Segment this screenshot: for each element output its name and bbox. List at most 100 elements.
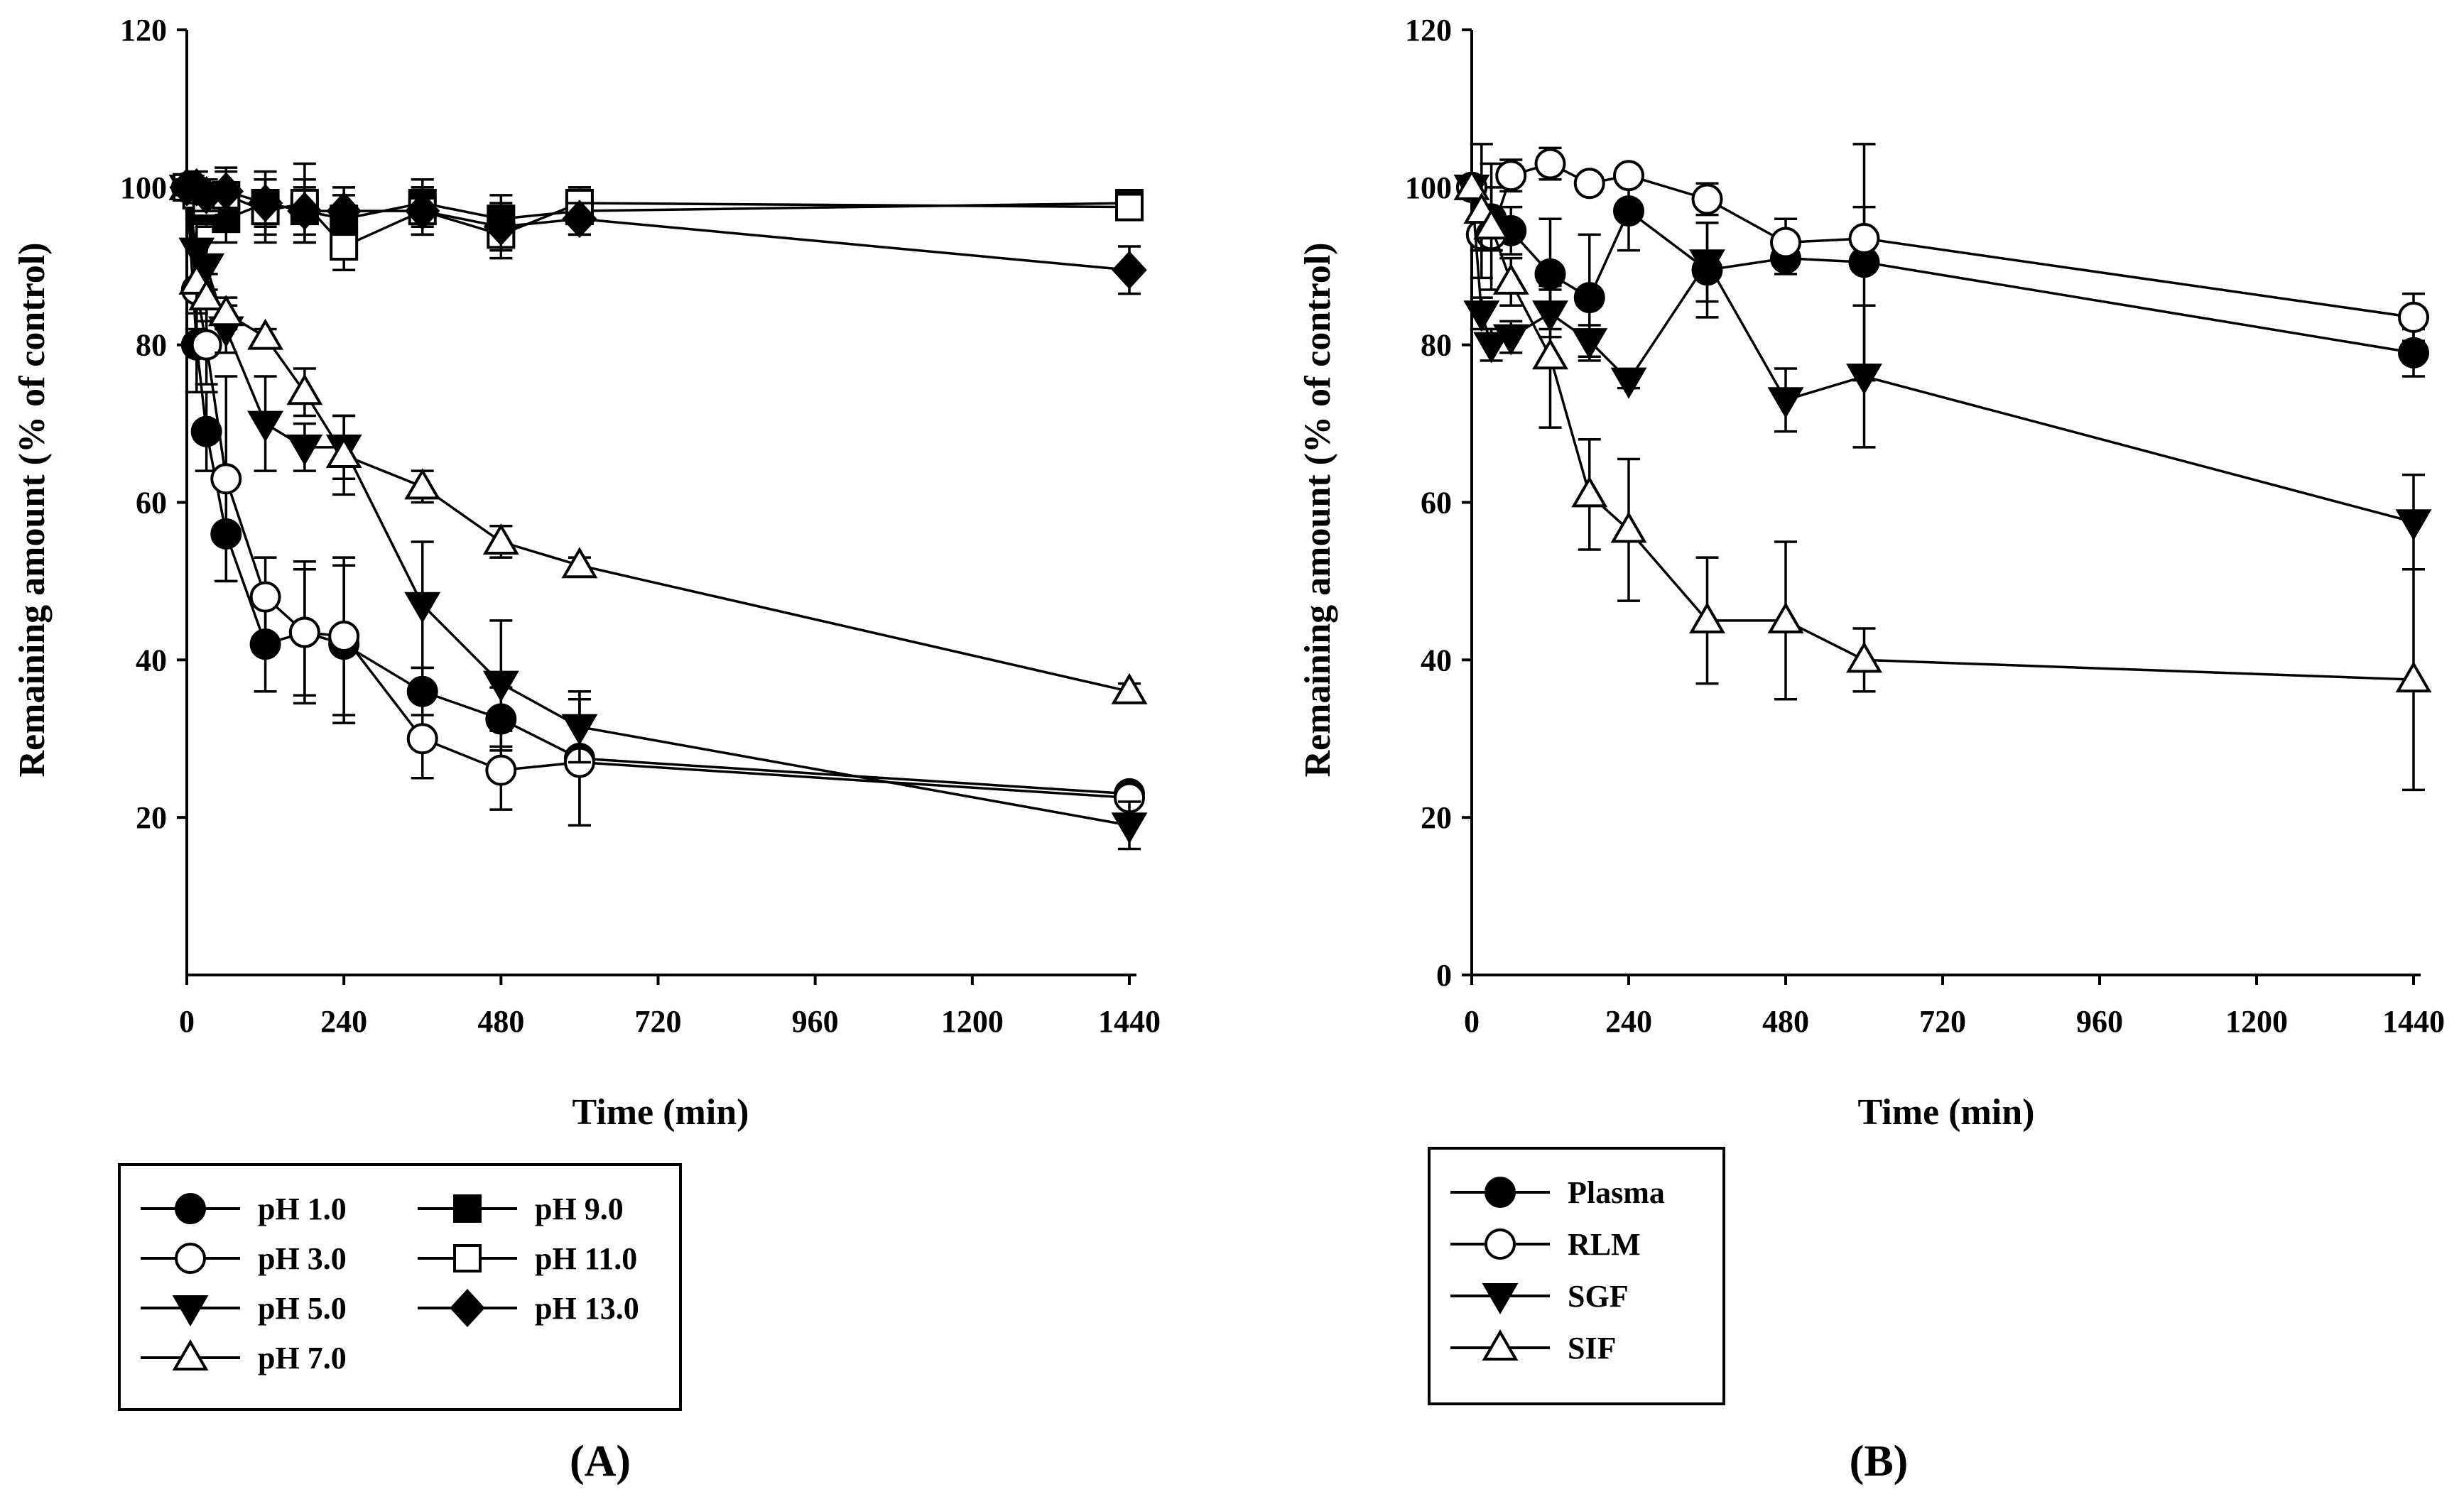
data-point (1532, 338, 1568, 370)
legend-label: pH 3.0 (258, 1241, 347, 1276)
series-line (1470, 162, 2414, 319)
data-point (286, 434, 323, 466)
legend-marker (450, 1289, 485, 1327)
legend-item: SIF (1450, 1329, 1616, 1366)
series-rlm (1456, 146, 2429, 342)
y-tick-label: 0 (1436, 958, 1452, 993)
data-point (405, 192, 440, 231)
data-point (330, 232, 359, 261)
data-point (1112, 251, 1147, 290)
y-tick-label: 80 (136, 328, 167, 363)
data-point (1610, 511, 1647, 543)
data-point (1691, 183, 1723, 215)
data-point (1111, 672, 1148, 704)
y-tick-label: 120 (120, 13, 167, 48)
data-point (404, 592, 441, 623)
panel-b-ylabel: Remaining amount (% of control) (1298, 242, 1338, 777)
x-tick-label: 480 (1762, 1004, 1809, 1039)
data-point (1848, 222, 1880, 254)
data-point (247, 318, 284, 350)
panel-a-xlabel: Time (min) (572, 1092, 749, 1133)
data-point (1846, 364, 1882, 396)
legend-item: pH 13.0 (418, 1289, 639, 1327)
series-ph-5-0 (168, 174, 1148, 851)
x-tick-label: 480 (477, 1004, 524, 1039)
legend-label: RLM (1568, 1227, 1641, 1262)
data-point (210, 463, 242, 495)
data-point (1111, 812, 1148, 844)
data-point (190, 329, 222, 361)
legend-marker (1485, 1177, 1516, 1208)
data-point (1571, 476, 1608, 508)
data-point (1571, 328, 1608, 360)
x-tick-label: 960 (2076, 1004, 2123, 1039)
data-point (1767, 387, 1804, 419)
data-point (2395, 661, 2432, 693)
x-tick-label: 1440 (2382, 1004, 2445, 1039)
data-point (190, 415, 222, 447)
legend-label: pH 1.0 (258, 1192, 347, 1226)
data-point (1573, 168, 1605, 200)
legend: Plasma RLM SGF SIF (1428, 1147, 1725, 1405)
data-point (562, 200, 597, 239)
x-tick-label: 720 (1919, 1004, 1966, 1039)
legend-marker (172, 1339, 209, 1371)
legend-item: SGF (1450, 1279, 1629, 1314)
series-sgf (1453, 174, 2432, 571)
data-point (1767, 601, 1804, 633)
data-point (404, 468, 441, 500)
x-tick-label: 240 (1605, 1004, 1652, 1039)
y-tick-label: 60 (1421, 486, 1452, 521)
data-point (482, 523, 519, 555)
legend-marker (1482, 1329, 1519, 1361)
legend-label: pH 9.0 (535, 1192, 624, 1226)
y-tick-label: 40 (136, 643, 167, 677)
data-point (325, 436, 362, 468)
data-point (561, 547, 598, 579)
data-point (1473, 332, 1510, 364)
legend-marker (1482, 1283, 1519, 1314)
data-point (1689, 601, 1725, 633)
data-point (1453, 168, 1490, 200)
data-point (1492, 263, 1529, 295)
data-point (1573, 282, 1605, 314)
series-line (1470, 187, 2414, 681)
legend-item: pH 3.0 (141, 1241, 347, 1276)
data-point (326, 192, 362, 231)
series-line (1470, 187, 2414, 523)
data-point (188, 279, 225, 311)
legend-label: SIF (1568, 1331, 1616, 1366)
y-tick-label: 100 (1405, 170, 1452, 205)
legend: pH 1.0 pH 3.0 pH 5.0 pH 7.0 pH 9.0 pH 11.0 pH … (118, 1163, 682, 1411)
data-point (1534, 148, 1566, 180)
data-point (1492, 324, 1529, 356)
series-line (1470, 187, 2414, 354)
panel-a-label: (A) (570, 1437, 631, 1486)
data-point (1610, 367, 1647, 399)
panel-b: Remaining amount (% of control) Time (mi… (1298, 13, 2445, 1486)
legend-label: pH 7.0 (258, 1341, 347, 1375)
x-tick-label: 960 (792, 1004, 839, 1039)
data-point (483, 207, 519, 246)
data-point (328, 621, 360, 653)
data-point (1689, 249, 1725, 281)
panel-b-label: (B) (1850, 1437, 1909, 1486)
legend-item: pH 7.0 (141, 1339, 347, 1375)
x-tick-label: 240 (320, 1004, 367, 1039)
y-tick-label: 120 (1405, 13, 1452, 48)
data-point (2398, 337, 2429, 369)
legend-item: pH 5.0 (141, 1291, 347, 1326)
y-tick-label: 100 (120, 170, 167, 205)
data-point (406, 723, 438, 755)
legend-item: RLM (1450, 1227, 1641, 1262)
legend-label: pH 11.0 (535, 1241, 637, 1276)
data-point (207, 295, 244, 327)
data-point (2398, 301, 2429, 333)
legend-box (118, 1163, 682, 1411)
data-point (485, 754, 517, 786)
legend-marker (453, 1244, 482, 1273)
data-point (1473, 208, 1510, 240)
data-point (561, 714, 598, 746)
legend-item: pH 1.0 (141, 1192, 347, 1226)
data-point (2395, 509, 2432, 541)
